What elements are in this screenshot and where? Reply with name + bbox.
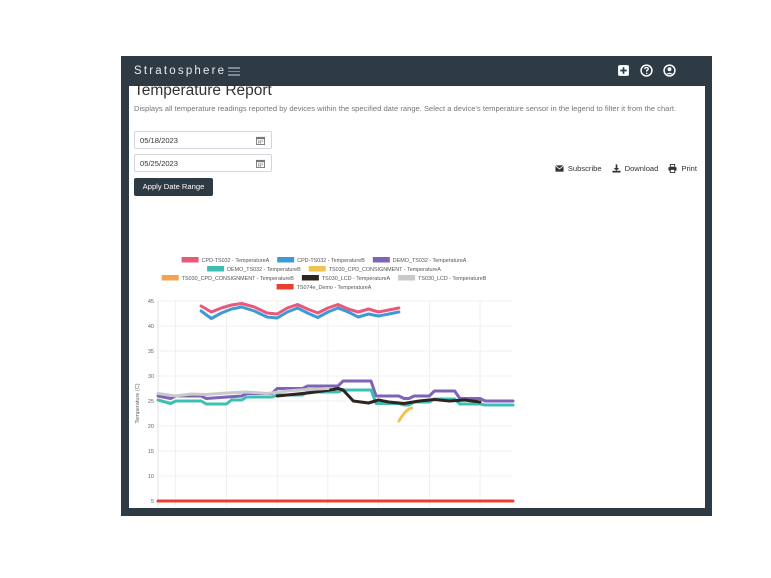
y-tick-label: 5 xyxy=(151,499,154,505)
calendar-icon[interactable] xyxy=(256,136,265,145)
legend-label[interactable]: DEMO_TS032 - TemperatureA xyxy=(393,258,467,264)
apply-date-range-button[interactable]: Apply Date Range xyxy=(134,178,213,196)
print-label: Print xyxy=(681,164,697,173)
brand-logo[interactable]: Stratosphere xyxy=(134,65,227,77)
download-button[interactable]: Download xyxy=(612,164,659,173)
subscribe-button[interactable]: Subscribe xyxy=(555,164,602,173)
y-tick-label: 45 xyxy=(148,299,154,305)
hamburger-menu-icon[interactable] xyxy=(228,65,240,77)
app-window: Stratosphere Temperature Report Displays… xyxy=(121,56,712,516)
legend-label[interactable]: DEMO_TS032 - TemperatureB xyxy=(227,267,301,273)
main-content: Temperature Report Displays all temperat… xyxy=(129,82,705,508)
legend-swatch[interactable] xyxy=(301,275,319,281)
printer-icon xyxy=(668,164,677,173)
legend-label[interactable]: TS030_LCD - TemperatureB xyxy=(418,276,487,282)
legend-swatch[interactable] xyxy=(372,257,390,263)
end-date-value: 05/25/2023 xyxy=(140,159,179,168)
legend-swatch[interactable] xyxy=(161,275,179,281)
legend-label[interactable]: TS074e_Demo - TemperatureA xyxy=(297,285,372,291)
legend-label[interactable]: CPD-TS032 - TemperatureB xyxy=(297,258,365,264)
legend-label[interactable]: CPD-TS032 - TemperatureA xyxy=(202,258,270,264)
navbar: Stratosphere xyxy=(121,56,712,86)
start-date-input[interactable]: 05/18/2023 xyxy=(134,131,272,149)
series-line[interactable] xyxy=(156,379,515,403)
download-icon xyxy=(612,164,621,173)
y-tick-label: 30 xyxy=(148,374,154,380)
page-description: Displays all temperature readings report… xyxy=(134,104,677,113)
user-icon[interactable] xyxy=(663,64,676,77)
y-tick-label: 10 xyxy=(148,474,154,480)
download-label: Download xyxy=(624,164,659,173)
series-line[interactable] xyxy=(199,305,401,320)
series-line[interactable] xyxy=(397,406,414,423)
series-line[interactable] xyxy=(156,387,330,398)
start-date-value: 05/18/2023 xyxy=(140,136,179,145)
calendar-icon[interactable] xyxy=(256,159,265,168)
y-tick-label: 40 xyxy=(148,324,154,330)
series-line[interactable] xyxy=(199,302,401,316)
y-tick-label: 15 xyxy=(148,449,154,455)
legend-swatch[interactable] xyxy=(276,284,294,290)
end-date-input[interactable]: 05/25/2023 xyxy=(134,154,272,172)
legend-label[interactable]: TS030_LCD - TemperatureA xyxy=(322,276,391,282)
y-tick-label: 20 xyxy=(148,424,154,430)
legend-swatch[interactable] xyxy=(277,257,295,263)
legend-swatch[interactable] xyxy=(181,257,199,263)
legend-swatch[interactable] xyxy=(398,275,416,281)
y-tick-label: 35 xyxy=(148,349,154,355)
series-line[interactable] xyxy=(275,387,482,405)
legend-label[interactable]: TS030_CPD_CONSIGNMENT - TemperatureA xyxy=(329,267,442,273)
legend-swatch[interactable] xyxy=(308,266,326,272)
help-icon[interactable] xyxy=(640,64,653,77)
subscribe-label: Subscribe xyxy=(567,164,602,173)
legend-swatch[interactable] xyxy=(207,266,225,272)
temperature-chart: CPD-TS032 - TemperatureA CPD-TS032 - Temp… xyxy=(135,257,515,506)
y-tick-label: 25 xyxy=(148,399,154,405)
y-axis-label: Temperature (C) xyxy=(135,383,141,423)
print-button[interactable]: Print xyxy=(668,164,697,173)
legend-label[interactable]: TS030_CPD_CONSIGNMENT - TemperatureB xyxy=(182,276,295,282)
envelope-icon xyxy=(555,165,564,172)
page-title: Temperature Report xyxy=(134,82,272,99)
plus-square-icon[interactable] xyxy=(617,64,630,77)
